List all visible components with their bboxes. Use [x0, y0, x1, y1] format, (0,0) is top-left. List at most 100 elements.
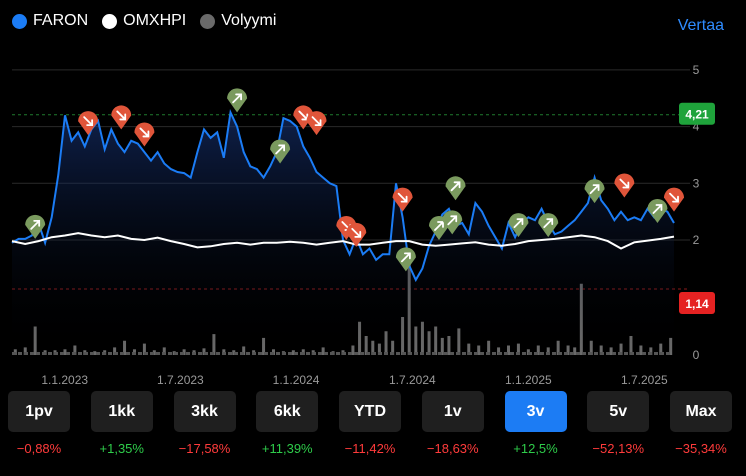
period-button[interactable]: 6kk — [256, 391, 319, 432]
buy-signal-icon — [270, 139, 291, 164]
signal-arrow — [397, 192, 408, 203]
y-tick-label: 3 — [693, 176, 700, 190]
signal-arrow — [139, 127, 150, 138]
signal-pin — [346, 222, 367, 247]
signal-pin — [336, 216, 357, 240]
signal-arrow — [116, 110, 127, 121]
signal-arrow — [351, 227, 362, 238]
buy-signal-icon — [445, 176, 466, 201]
signal-arrow — [543, 218, 554, 229]
x-tick-label: 1.7.2025 — [621, 373, 668, 387]
high-badge-bg — [679, 102, 715, 125]
y-tick-label: 0 — [693, 348, 700, 362]
series-lines — [11, 108, 675, 283]
sell-signal-icon — [111, 105, 132, 130]
period-change: −11,42% — [344, 441, 396, 456]
signal-arrow — [400, 252, 411, 263]
signal-pin — [111, 105, 132, 130]
faron-area-fill — [12, 112, 674, 356]
period-button[interactable]: Max — [670, 391, 732, 432]
period-selector: 1pv −0,88% 1kk +1,35% 3kk −17,58% 6kk +11,39% YT… — [8, 391, 732, 456]
signal-pin — [445, 176, 466, 201]
period-change: −18,63% — [426, 441, 479, 456]
signal-pin — [293, 105, 314, 130]
chart-legend: FARON OMXHPI Volyymi — [12, 12, 276, 30]
omxhpi-line — [11, 232, 675, 250]
signal-arrow — [434, 221, 444, 231]
period-button[interactable]: 1v — [421, 391, 484, 432]
period-button[interactable]: 1kk — [90, 391, 153, 432]
period-change: +11,39% — [261, 441, 313, 456]
signal-arrow — [589, 184, 600, 195]
x-axis: 1.1.2023 1.7.2023 1.1.2024 1.7.2024 1.1.2025… — [41, 373, 668, 387]
buy-signal-icon — [25, 214, 46, 239]
faron-line — [11, 108, 675, 283]
signal-arrow — [30, 219, 41, 230]
period-button[interactable]: 5v — [587, 391, 650, 432]
buy-signal-icon — [584, 179, 605, 204]
low-badge: 1,14 — [679, 292, 715, 315]
legend-volyymi-dot — [200, 13, 216, 29]
x-tick-label: 1.7.2024 — [389, 373, 436, 387]
buy-signal-icon — [538, 213, 559, 238]
sell-signal-icon — [78, 111, 99, 136]
period-7: 5v −52,13% — [587, 391, 650, 456]
sell-signal-icon — [306, 111, 327, 136]
signal-pin — [442, 210, 463, 235]
period-button[interactable]: 3v — [504, 391, 567, 432]
signal-markers — [25, 88, 684, 272]
period-4: YTD −11,42% — [339, 391, 401, 456]
period-5: 1v −18,63% — [421, 391, 484, 456]
signal-arrow — [619, 178, 630, 189]
sell-signal-icon — [346, 222, 367, 247]
signal-pin — [647, 198, 668, 223]
signal-pin — [538, 213, 559, 238]
period-change: +1,35% — [99, 441, 144, 456]
period-change: −17,58% — [178, 441, 231, 456]
low-badge-bg — [679, 292, 715, 315]
period-change: −35,34% — [675, 441, 727, 456]
period-button[interactable]: 3kk — [173, 391, 236, 432]
buy-signal-icon — [395, 247, 416, 272]
signal-pin — [584, 179, 605, 204]
high-badge: 4,21 — [679, 102, 715, 125]
period-8: Max −35,34% — [670, 391, 732, 456]
signal-pin — [392, 187, 413, 212]
sell-signal-icon — [134, 122, 155, 147]
signal-arrow — [450, 181, 461, 192]
signal-pin — [134, 122, 155, 147]
sell-signal-icon — [392, 187, 413, 212]
legend-faron[interactable]: FARON — [12, 12, 88, 30]
signal-arrow — [652, 204, 663, 214]
legend-omxhpi-label: OMXHPI — [123, 12, 187, 29]
legend-volyymi[interactable]: Volyymi — [200, 12, 276, 30]
x-tick-label: 1.7.2023 — [157, 373, 204, 387]
period-2: 3kk −17,58% — [173, 391, 236, 456]
compare-button[interactable]: Vertaa — [677, 17, 724, 34]
signal-pin — [664, 187, 684, 212]
period-button[interactable]: 1pv — [8, 391, 70, 432]
y-axis: 0 2 3 4 5 4,21 1,14 — [679, 63, 715, 362]
buy-signal-icon — [647, 198, 668, 223]
period-button[interactable]: YTD — [339, 391, 401, 432]
buy-signal-icon — [442, 210, 463, 235]
signal-pin — [306, 111, 327, 136]
signal-arrow — [513, 218, 524, 229]
legend-omxhpi[interactable]: OMXHPI — [102, 12, 186, 30]
x-tick-label: 1.1.2024 — [273, 373, 320, 387]
signal-arrow — [669, 192, 679, 203]
high-badge-label: 4,21 — [685, 108, 709, 122]
signal-pin — [614, 173, 635, 198]
x-tick-label: 1.1.2023 — [41, 373, 88, 387]
sell-signal-icon — [664, 187, 684, 212]
signal-arrow — [311, 116, 322, 127]
legend-faron-label: FARON — [33, 12, 89, 29]
x-tick-label: 1.1.2025 — [505, 373, 552, 387]
signal-arrow — [83, 116, 94, 127]
y-tick-label: 4 — [693, 120, 700, 134]
legend-volyymi-label: Volyymi — [221, 12, 277, 29]
low-badge-label: 1,14 — [685, 297, 709, 311]
buy-signal-icon — [227, 88, 248, 113]
signal-arrow — [447, 215, 458, 226]
